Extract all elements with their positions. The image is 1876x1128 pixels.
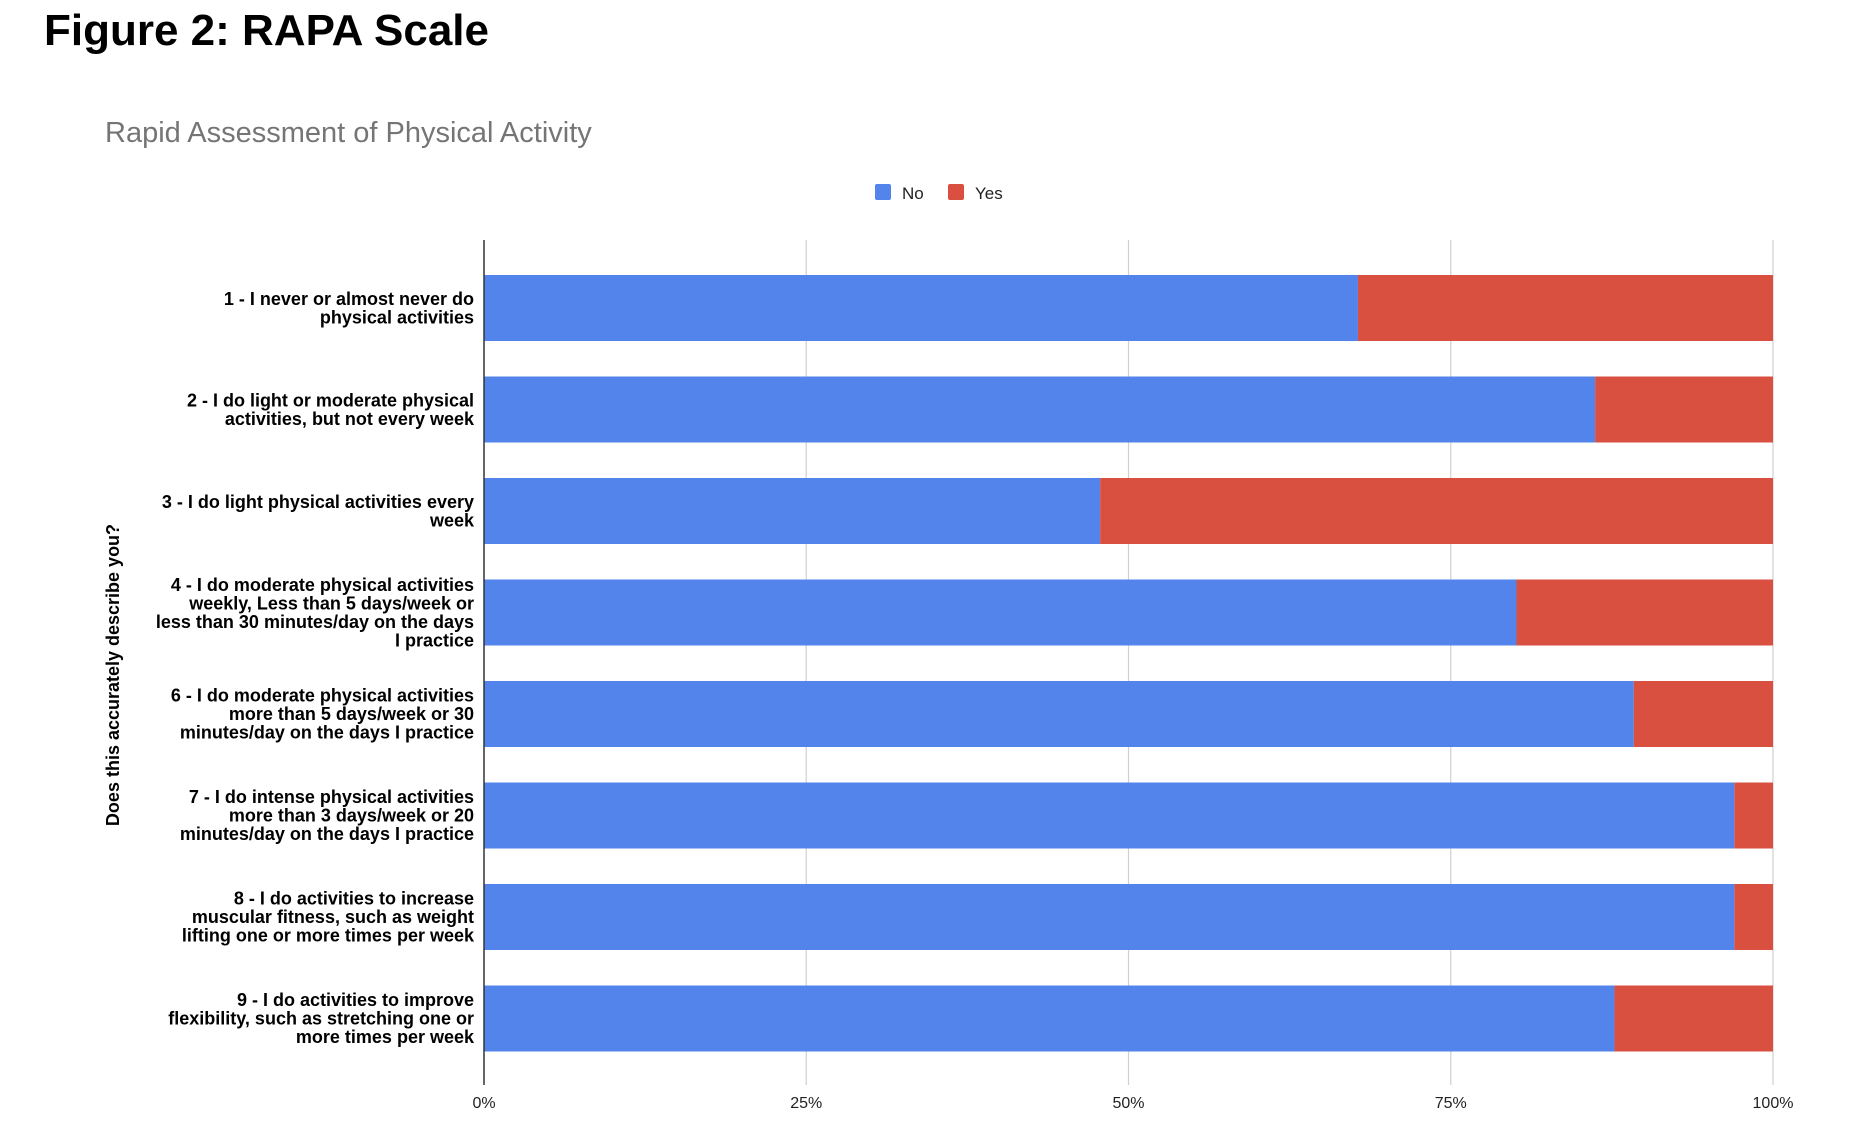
x-axis-ticks: 0% 25% 50% 75% 100%	[472, 1095, 1793, 1112]
category-label-line: physical activities	[320, 307, 474, 327]
category-label-line: 2 - I do light or moderate physical	[187, 390, 474, 410]
bar-yes	[1614, 985, 1773, 1052]
category-label: 9 - I do activities to improve flexibilit…	[168, 990, 475, 1047]
bar-yes	[1100, 478, 1773, 544]
category-label: 4 - I do moderate physical activities wee…	[156, 575, 474, 651]
x-tick-label: 75%	[1435, 1095, 1467, 1112]
bar-no	[484, 376, 1596, 443]
bar-no	[484, 478, 1101, 544]
category-label-line: 9 - I do activities to improve	[237, 990, 474, 1010]
category-label-line: minutes/day on the days I practice	[180, 723, 474, 743]
gridlines	[805, 240, 1774, 1085]
x-tick-label: 25%	[790, 1095, 822, 1112]
category-label-line: less than 30 minutes/day on the days	[156, 612, 474, 632]
category-label-line: minutes/day on the days I practice	[180, 824, 474, 844]
category-label-line: 4 - I do moderate physical activities	[171, 575, 474, 595]
legend-label-yes: Yes	[975, 184, 1003, 203]
category-label-line: lifting one or more times per week	[182, 926, 475, 946]
category-label-line: I practice	[395, 630, 474, 650]
category-label: 2 - I do light or moderate physical activ…	[187, 390, 475, 429]
x-tick-label: 0%	[472, 1095, 495, 1112]
category-label-line: 3 - I do light physical activities every	[162, 492, 474, 512]
x-tick-label: 50%	[1112, 1095, 1144, 1112]
bar-yes	[1595, 376, 1773, 443]
bars	[484, 275, 1773, 1052]
category-label: 6 - I do moderate physical activities mor…	[171, 686, 474, 743]
category-label-line: week	[429, 510, 475, 530]
figure-title: Figure 2: RAPA Scale	[44, 6, 490, 55]
bar-no	[484, 985, 1615, 1052]
category-label-line: muscular fitness, such as weight	[192, 907, 474, 927]
x-tick-label: 100%	[1753, 1095, 1794, 1112]
bar-yes	[1357, 275, 1773, 341]
bar-no	[484, 884, 1735, 950]
legend-label-no: No	[902, 184, 924, 203]
bar-no	[484, 681, 1634, 747]
category-label: 1 - I never or almost never do physical a…	[224, 289, 474, 328]
bar-no	[484, 782, 1735, 849]
legend: No Yes	[875, 184, 1003, 203]
bar-no	[484, 579, 1517, 646]
category-label-line: more times per week	[296, 1027, 475, 1047]
category-labels: 1 - I never or almost never do physical a…	[156, 289, 475, 1047]
y-axis-title: Does this accurately describe you?	[103, 524, 123, 826]
category-label-line: 7 - I do intense physical activities	[189, 787, 474, 807]
bar-yes	[1734, 782, 1773, 849]
category-label-line: 6 - I do moderate physical activities	[171, 686, 474, 706]
category-label-line: more than 3 days/week or 20	[229, 806, 474, 826]
bar-yes	[1734, 884, 1773, 950]
category-label: 3 - I do light physical activities every…	[162, 492, 475, 531]
bar-yes	[1516, 579, 1773, 646]
legend-swatch-no	[875, 184, 891, 200]
legend-swatch-yes	[948, 184, 964, 200]
category-label-line: 1 - I never or almost never do	[224, 289, 474, 309]
category-label-line: 8 - I do activities to increase	[234, 889, 474, 909]
category-label-line: weekly, Less than 5 days/week or	[188, 593, 474, 613]
category-label-line: activities, but not every week	[225, 409, 475, 429]
category-label: 8 - I do activities to increase muscular …	[182, 889, 475, 946]
category-label-line: flexibility, such as stretching one or	[168, 1009, 474, 1029]
chart-title: Rapid Assessment of Physical Activity	[105, 117, 592, 149]
bar-yes	[1633, 681, 1773, 747]
bar-no	[484, 275, 1358, 341]
category-label: 7 - I do intense physical activities more…	[180, 787, 474, 844]
category-label-line: more than 5 days/week or 30	[229, 704, 474, 724]
